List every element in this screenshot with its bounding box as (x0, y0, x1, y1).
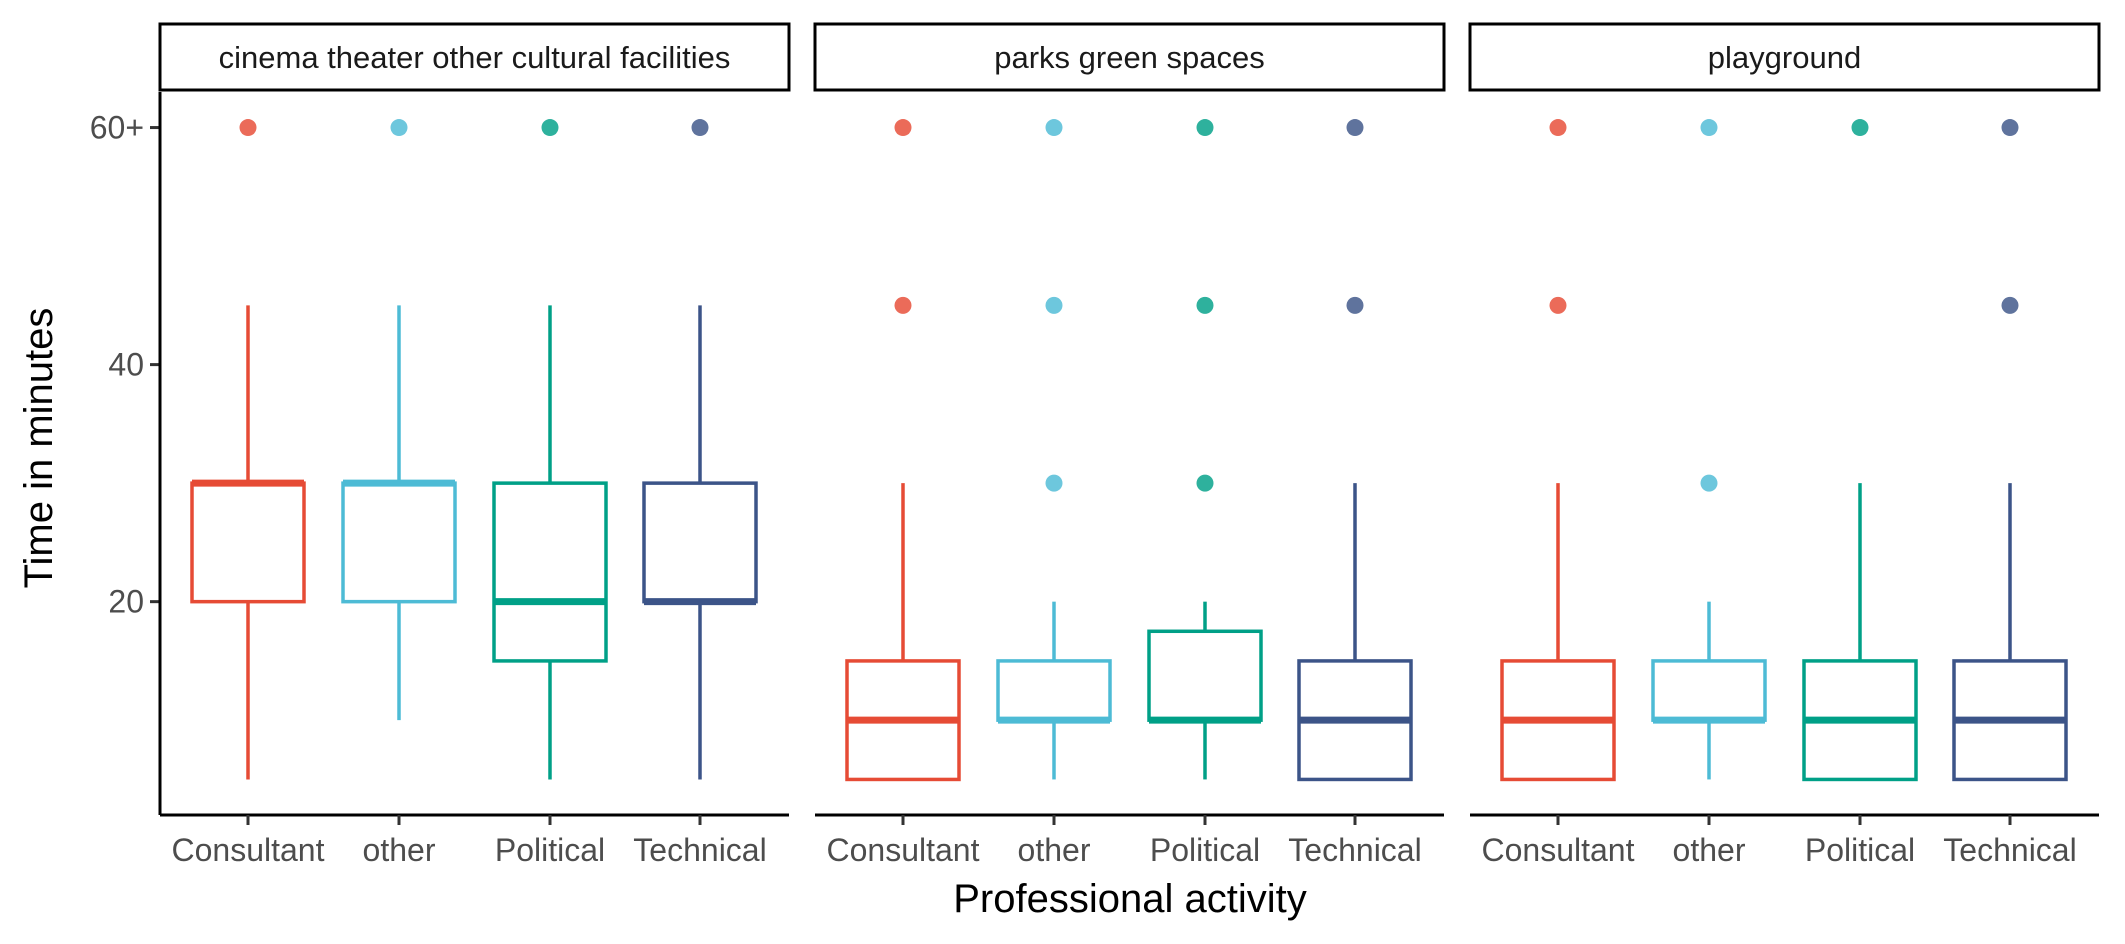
outlier-point (1196, 474, 1214, 492)
x-tick-label-political: Political (495, 832, 605, 868)
outlier-point (1045, 296, 1063, 314)
x-tick-label-other: other (363, 832, 436, 868)
box-consultant (845, 119, 961, 782)
box-iqr (492, 481, 608, 663)
outlier-point (541, 119, 559, 137)
outlier-point (1851, 119, 1869, 137)
y-axis: 20 40 60+ (90, 92, 162, 815)
box-technical (1297, 119, 1413, 782)
box-political (492, 119, 608, 780)
box-political (1802, 119, 1918, 782)
outlier-point (1346, 296, 1364, 314)
outlier-point (691, 119, 709, 137)
outlier-point (894, 296, 912, 314)
x-tick-label-political: Political (1150, 832, 1260, 868)
facet-panel-cinema-theater-other-cultural-facilities: cinema theater other cultural facilities… (158, 22, 791, 868)
box-other (996, 119, 1112, 780)
facet-panel-playground: playground Consultant other Political Techni… (1468, 22, 2101, 868)
x-tick-label-technical: Technical (633, 832, 766, 868)
outlier-point (2001, 119, 2019, 137)
box-iqr (1147, 629, 1263, 722)
outlier-point (1346, 119, 1364, 137)
outlier-point (894, 119, 912, 137)
x-axis-title: Professional activity (953, 877, 1306, 921)
x-tick-label-other: other (1018, 832, 1091, 868)
box-iqr (190, 481, 306, 604)
outlier-point (1045, 474, 1063, 492)
outlier-point (390, 119, 408, 137)
facet-title: parks green spaces (994, 40, 1265, 75)
box-iqr (996, 659, 1112, 722)
box-iqr (642, 481, 758, 604)
box-technical (1952, 119, 2068, 782)
outlier-point (1700, 119, 1718, 137)
facet-panel-parks-green-spaces: parks green spaces Consultant other Politic… (813, 22, 1446, 868)
facet-strip (813, 22, 1446, 92)
box-other (1651, 119, 1767, 780)
y-axis-title: Time in minutes (17, 308, 61, 589)
box-iqr (1651, 659, 1767, 722)
outlier-point (2001, 296, 2019, 314)
box-consultant (1500, 119, 1616, 782)
facet-strip (158, 22, 791, 92)
y-tick-label-60: 60+ (90, 110, 144, 146)
x-tick-label-political: Political (1805, 832, 1915, 868)
facet-title: cinema theater other cultural facilities (219, 40, 731, 75)
box-other (341, 119, 457, 721)
outlier-point (1700, 474, 1718, 492)
outlier-point (1196, 296, 1214, 314)
facet-panels: cinema theater other cultural facilities… (158, 22, 2101, 868)
outlier-point (239, 119, 257, 137)
x-tick-label-other: other (1673, 832, 1746, 868)
box-consultant (190, 119, 306, 780)
x-tick-label-consultant: Consultant (172, 832, 325, 868)
facet-title: playground (1708, 40, 1861, 75)
x-tick-label-technical: Technical (1943, 832, 2076, 868)
x-tick-label-consultant: Consultant (1482, 832, 1635, 868)
box-political (1147, 119, 1263, 780)
y-tick-label-20: 20 (108, 584, 144, 620)
outlier-point (1549, 296, 1567, 314)
outlier-point (1196, 119, 1214, 137)
outlier-point (1549, 119, 1567, 137)
box-iqr (341, 481, 457, 604)
x-tick-label-consultant: Consultant (827, 832, 980, 868)
outlier-point (1045, 119, 1063, 137)
x-tick-label-technical: Technical (1288, 832, 1421, 868)
facet-strip (1468, 22, 2101, 92)
box-technical (642, 119, 758, 780)
y-tick-label-40: 40 (108, 347, 144, 383)
